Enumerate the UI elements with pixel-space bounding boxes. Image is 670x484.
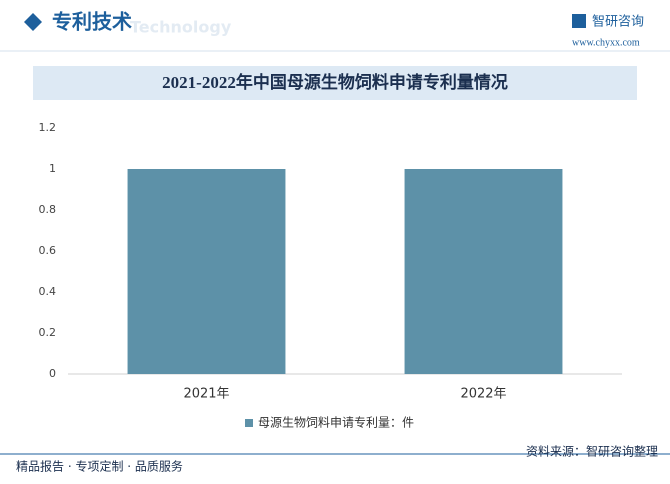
footer-right: 资料来源：智研咨询整理 [526, 444, 658, 459]
chart-title: 2021-2022年中国母源生物饲料申请专利量情况 [162, 72, 508, 92]
y-tick-label: 1 [49, 162, 56, 175]
y-tick-label: 0.8 [39, 203, 57, 216]
x-tick-label: 2021年 [183, 387, 229, 402]
legend-swatch [245, 419, 253, 427]
header-icon [24, 13, 42, 31]
section-title: 专利技术 [52, 10, 132, 34]
bar [404, 169, 563, 374]
legend-label: 母源生物饲料申请专利量：件 [258, 415, 414, 430]
brand-site: www.chyxx.com [572, 37, 640, 48]
y-tick-label: 1.2 [39, 121, 57, 134]
bar [127, 169, 286, 374]
brand-logo [572, 14, 586, 28]
title-band [33, 66, 637, 100]
section-subtitle: Technology [130, 18, 232, 37]
y-tick-label: 0.4 [39, 285, 57, 298]
footer-left: 精品报告 · 专项定制 · 品质服务 [16, 459, 183, 474]
y-tick-label: 0.2 [39, 326, 57, 339]
y-tick-label: 0 [49, 367, 56, 380]
brand-name: 智研咨询 [592, 15, 644, 30]
x-tick-label: 2022年 [460, 387, 506, 402]
y-tick-label: 0.6 [39, 244, 57, 257]
